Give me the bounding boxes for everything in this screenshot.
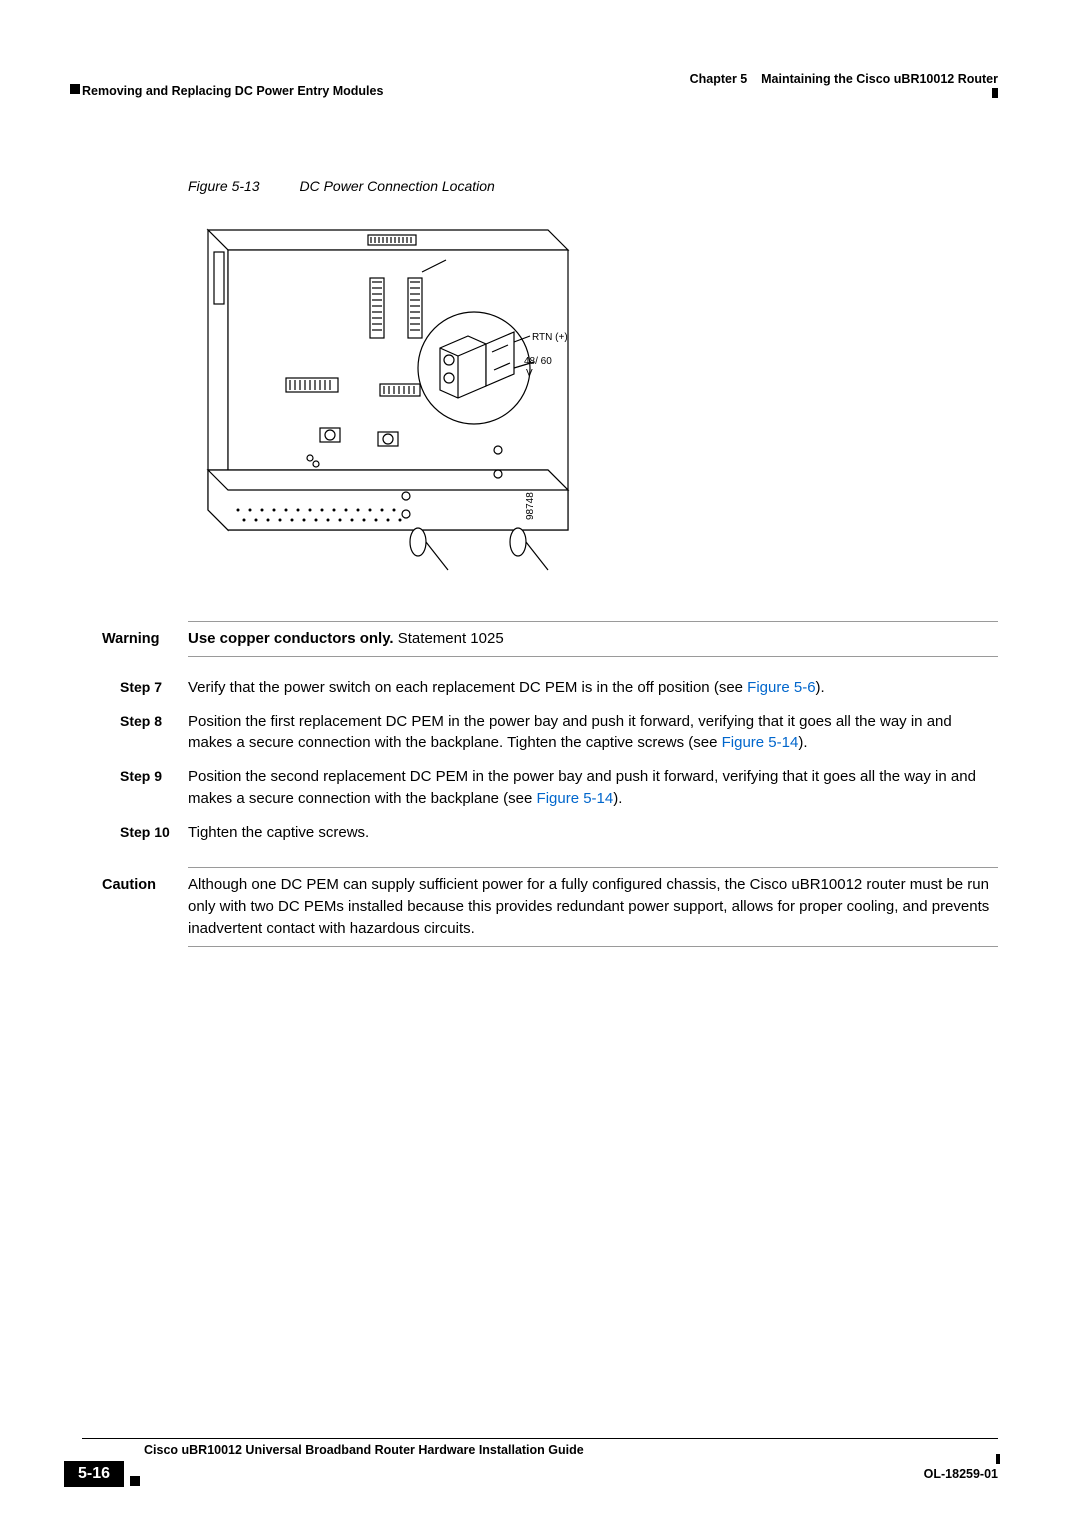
corner-block-icon bbox=[130, 1476, 140, 1486]
page-number-badge: 5-16 bbox=[64, 1461, 124, 1487]
step-pre: Verify that the power switch on each rep… bbox=[188, 679, 747, 696]
step-number: Step 10 bbox=[102, 824, 188, 840]
step-post: ). bbox=[798, 734, 807, 751]
step-number: Step 7 bbox=[102, 679, 188, 695]
figure-label: Figure 5-13 DC Power Connection Location bbox=[188, 178, 998, 194]
step-number: Step 8 bbox=[102, 713, 188, 729]
warning-tail: Statement 1025 bbox=[394, 630, 504, 647]
section-title: Removing and Replacing DC Power Entry Mo… bbox=[82, 84, 383, 98]
step-pre: Position the first replacement DC PEM in… bbox=[188, 713, 952, 752]
figure-caption: DC Power Connection Location bbox=[299, 178, 494, 194]
step-post: ). bbox=[816, 679, 825, 696]
warning-text: Use copper conductors only. Statement 10… bbox=[188, 628, 998, 650]
figure-link[interactable]: Figure 5-14 bbox=[722, 734, 799, 751]
step-row: Step 8 Position the first replacement DC… bbox=[102, 711, 998, 755]
step-text: Position the second replacement DC PEM i… bbox=[188, 766, 998, 810]
step-pre: Tighten the captive screws. bbox=[188, 824, 369, 841]
step-text: Tighten the captive screws. bbox=[188, 822, 998, 844]
warning-bold: Use copper conductors only. bbox=[188, 630, 394, 647]
footer-doc-id: OL-18259-01 bbox=[924, 1467, 998, 1481]
chapter-title: Maintaining the Cisco uBR10012 Router bbox=[761, 72, 998, 86]
callout-voltage-top: 48/ 60 bbox=[524, 356, 552, 367]
figure-image-id: 98748 bbox=[525, 492, 536, 520]
steps-list: Step 7 Verify that the power switch on e… bbox=[102, 677, 998, 844]
footer-title: Cisco uBR10012 Universal Broadband Route… bbox=[144, 1443, 584, 1457]
caution-label: Caution bbox=[102, 877, 188, 893]
step-row: Step 7 Verify that the power switch on e… bbox=[102, 677, 998, 699]
divider-icon bbox=[188, 656, 998, 657]
page-footer: Cisco uBR10012 Universal Broadband Route… bbox=[82, 1438, 998, 1481]
chapter-header: Chapter 5 Maintaining the Cisco uBR10012… bbox=[690, 72, 998, 86]
page-header: Chapter 5 Maintaining the Cisco uBR10012… bbox=[82, 72, 998, 118]
callout-rtn: RTN (+) bbox=[532, 332, 568, 343]
divider-icon bbox=[188, 621, 998, 622]
warning-label: Warning bbox=[102, 631, 188, 647]
page: Chapter 5 Maintaining the Cisco uBR10012… bbox=[0, 0, 1080, 1527]
step-number: Step 9 bbox=[102, 768, 188, 784]
figure-link[interactable]: Figure 5-14 bbox=[537, 790, 614, 807]
caution-text: Although one DC PEM can supply sufficien… bbox=[188, 874, 998, 939]
step-text: Position the first replacement DC PEM in… bbox=[188, 711, 998, 755]
header-rule-icon bbox=[992, 88, 998, 98]
divider-icon bbox=[188, 946, 998, 947]
footer-rule-icon bbox=[996, 1454, 1000, 1464]
divider-icon bbox=[188, 867, 998, 868]
figure-link[interactable]: Figure 5-6 bbox=[747, 679, 815, 696]
callout-voltage-bot: V bbox=[526, 368, 533, 379]
chapter-label: Chapter 5 bbox=[690, 72, 748, 86]
figure-illustration: RTN (+) 48/ 60 V 98748 bbox=[188, 210, 998, 595]
step-post: ). bbox=[613, 790, 622, 807]
step-row: Step 9 Position the second replacement D… bbox=[102, 766, 998, 810]
corner-block-icon bbox=[70, 84, 80, 94]
step-row: Step 10 Tighten the captive screws. bbox=[102, 822, 998, 844]
step-text: Verify that the power switch on each rep… bbox=[188, 677, 998, 699]
warning-block: Warning Use copper conductors only. Stat… bbox=[102, 621, 998, 657]
caution-block: Caution Although one DC PEM can supply s… bbox=[102, 867, 998, 946]
figure-number: Figure 5-13 bbox=[188, 178, 260, 194]
